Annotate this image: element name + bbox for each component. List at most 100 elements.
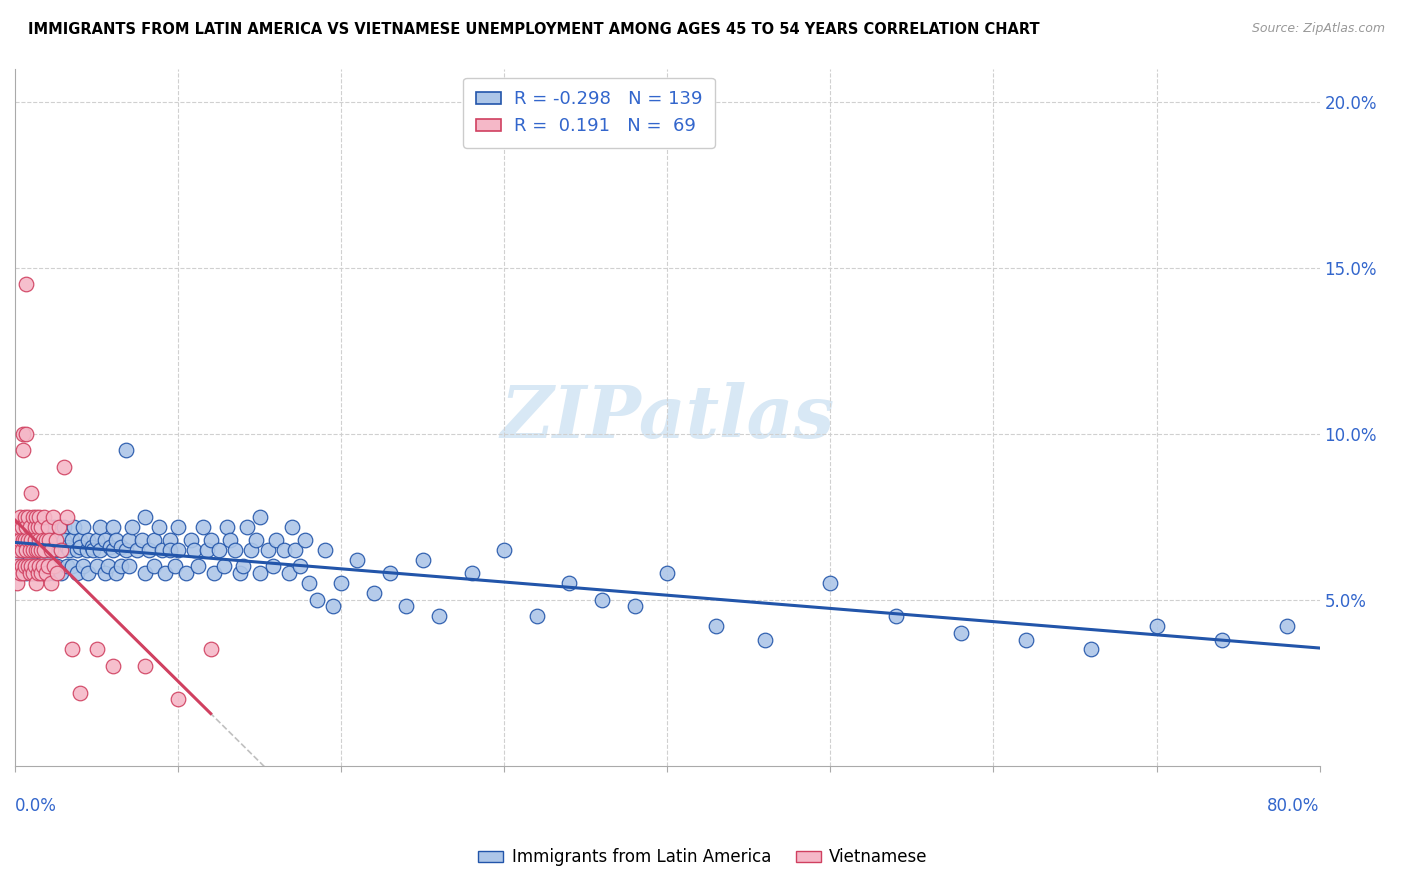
Point <box>24 533 46 547</box>
Point <box>60 559 83 574</box>
Point <box>17 509 39 524</box>
Point <box>10 542 32 557</box>
Point <box>77 533 100 547</box>
Point <box>18 542 41 557</box>
Point <box>21 559 44 574</box>
Point <box>232 559 254 574</box>
Point <box>97 559 120 574</box>
Point <box>494 542 516 557</box>
Point <box>30 519 52 533</box>
Point <box>21 566 44 581</box>
Point <box>526 609 548 624</box>
Legend: R = -0.298   N = 139, R =  0.191   N =  69: R = -0.298 N = 139, R = 0.191 N = 69 <box>463 78 714 148</box>
Point <box>15 542 38 557</box>
Point <box>17 526 39 541</box>
Point <box>101 519 124 533</box>
Point <box>18 566 41 581</box>
Point <box>118 533 141 547</box>
Point <box>110 559 132 574</box>
Point <box>134 566 156 581</box>
Point <box>15 533 38 547</box>
Point <box>159 533 181 547</box>
Point <box>27 559 49 574</box>
Point <box>1146 619 1168 633</box>
Point <box>15 426 38 441</box>
Point <box>39 559 62 574</box>
Point <box>98 540 121 554</box>
Point <box>591 592 613 607</box>
Point <box>25 509 48 524</box>
Point <box>21 509 44 524</box>
Point <box>20 533 42 547</box>
Point <box>142 533 165 547</box>
Point <box>69 533 91 547</box>
Point <box>212 559 235 574</box>
Point <box>256 542 278 557</box>
Point <box>69 540 91 554</box>
Point <box>200 642 222 657</box>
Point <box>229 566 252 581</box>
Point <box>89 519 111 533</box>
Point <box>219 533 242 547</box>
Text: 80.0%: 80.0% <box>1267 797 1320 815</box>
Point <box>28 509 51 524</box>
Point <box>121 519 143 533</box>
Point <box>25 576 48 591</box>
Point <box>240 542 263 557</box>
Point <box>27 519 49 533</box>
Point <box>235 519 257 533</box>
Point <box>14 540 37 554</box>
Point <box>704 619 727 633</box>
Point <box>330 576 353 591</box>
Point <box>322 599 344 614</box>
Point <box>56 509 79 524</box>
Point <box>105 566 128 581</box>
Point <box>8 533 31 547</box>
Point <box>37 566 59 581</box>
Point <box>11 559 34 574</box>
Point <box>820 576 842 591</box>
Point <box>89 542 111 557</box>
Point <box>27 542 49 557</box>
Point <box>76 542 98 557</box>
Point <box>21 540 44 554</box>
Point <box>44 519 66 533</box>
Point <box>15 566 38 581</box>
Point <box>11 533 34 547</box>
Point <box>7 542 30 557</box>
Point <box>101 659 124 673</box>
Point <box>290 559 312 574</box>
Point <box>208 542 231 557</box>
Point <box>31 533 53 547</box>
Point <box>45 542 67 557</box>
Point <box>28 533 51 547</box>
Text: Source: ZipAtlas.com: Source: ZipAtlas.com <box>1251 22 1385 36</box>
Point <box>14 519 37 533</box>
Point <box>21 542 44 557</box>
Point <box>18 533 41 547</box>
Point <box>281 519 304 533</box>
Point <box>7 533 30 547</box>
Point <box>52 519 75 533</box>
Point <box>7 549 30 564</box>
Point <box>1080 642 1102 657</box>
Point <box>183 542 205 557</box>
Point <box>86 559 108 574</box>
Point <box>754 632 776 647</box>
Point <box>25 566 48 581</box>
Point <box>7 519 30 533</box>
Point <box>27 542 49 557</box>
Point <box>44 566 66 581</box>
Point <box>131 533 153 547</box>
Point <box>34 542 56 557</box>
Point <box>34 559 56 574</box>
Point <box>153 566 176 581</box>
Point <box>38 542 60 557</box>
Point <box>37 559 59 574</box>
Point <box>77 566 100 581</box>
Point <box>949 625 972 640</box>
Point <box>224 542 246 557</box>
Point <box>20 486 42 500</box>
Point <box>558 576 581 591</box>
Point <box>623 599 645 614</box>
